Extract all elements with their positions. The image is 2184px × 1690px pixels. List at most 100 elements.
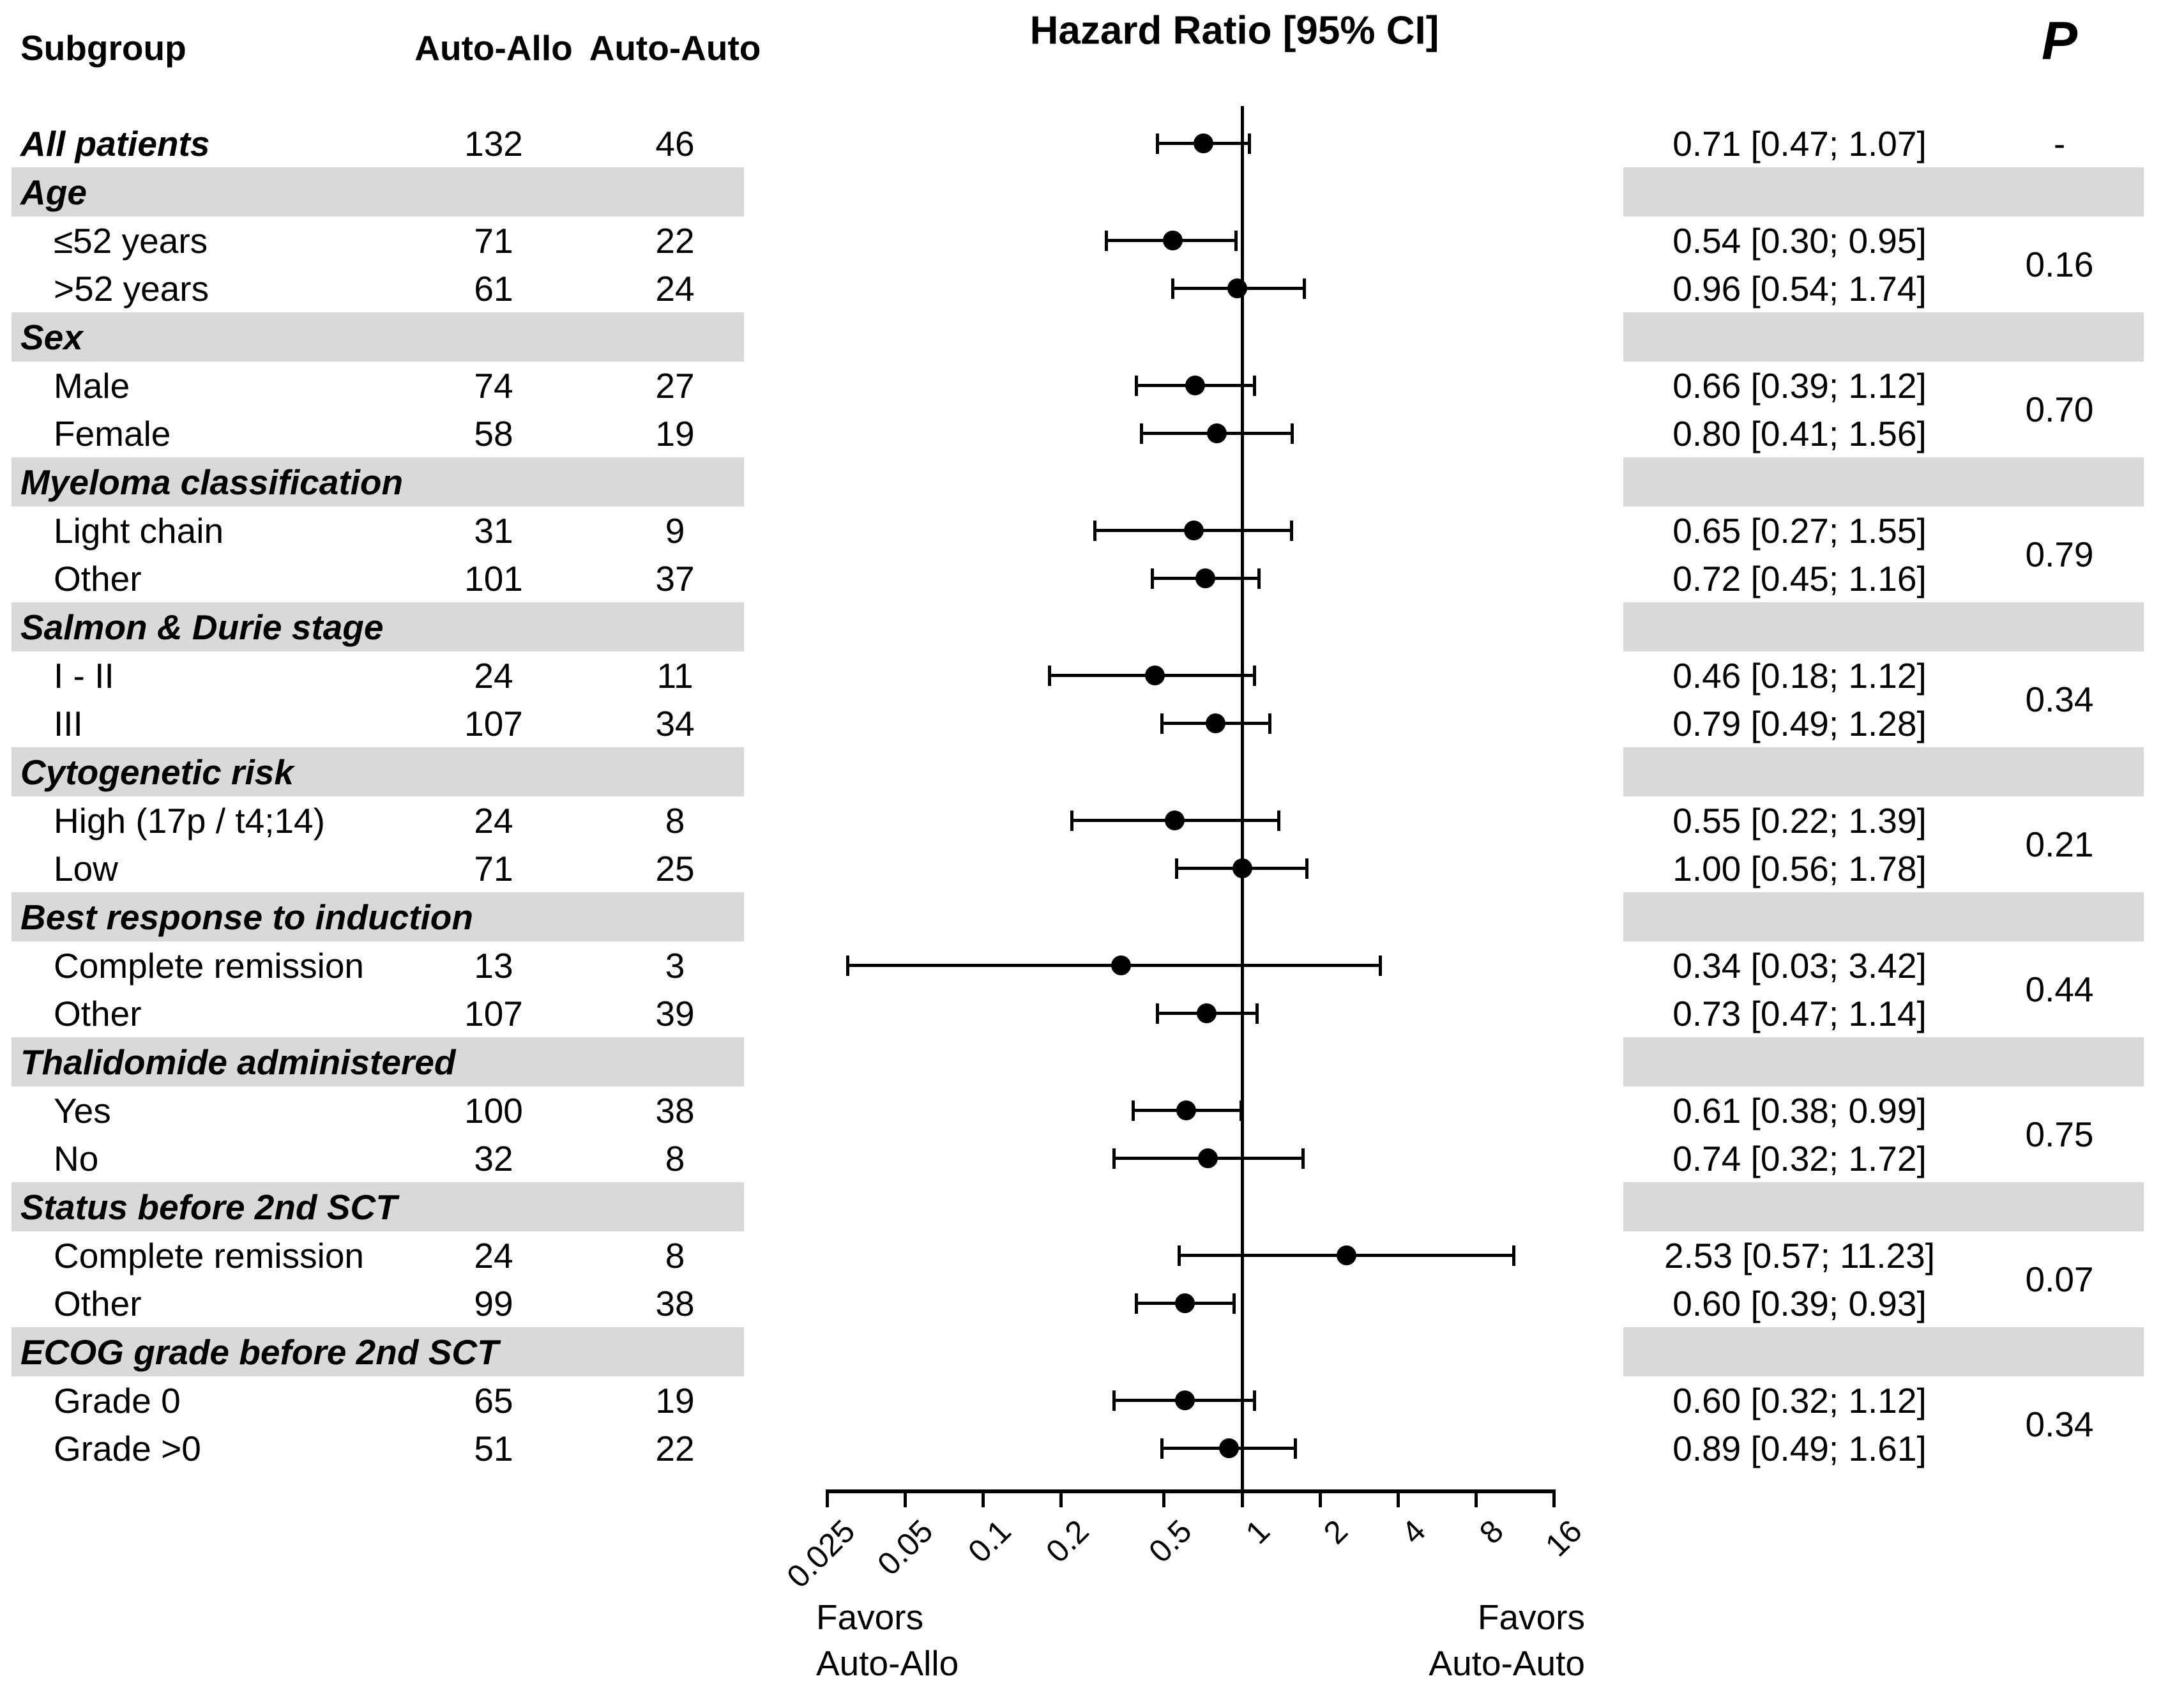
column-header-auto-allo: Auto-Allo [414,28,573,68]
hr-point [1227,278,1248,298]
hazard-ratio-axis [826,1489,1556,1493]
hr-point [1144,666,1165,685]
hr-point [1183,521,1204,540]
section-band-right [1623,602,2144,651]
ci-label: 0.80 [0.41; 1.56] [1672,413,1927,453]
ci-label: 0.79 [0.49; 1.28] [1672,703,1927,743]
auto-auto-count: 25 [655,848,695,888]
ci-label: 0.74 [0.32; 1.72] [1672,1138,1927,1178]
ci-cap-high [1248,133,1252,154]
section-band-right [1623,892,2144,941]
hr-point [1198,1148,1218,1168]
auto-auto-count: 8 [665,1138,685,1178]
section-label: Thalidomide administered [20,1042,456,1082]
hr-point [1232,858,1252,878]
section-band-left [11,1182,744,1231]
hr-point [1165,811,1185,830]
ci-label: 0.46 [0.18; 1.12] [1672,655,1927,696]
p-value: 0.07 [2025,1260,2094,1299]
hazard-axis-tick-label: 2 [1317,1512,1355,1551]
ci-cap-low [1150,568,1154,589]
auto-allo-count: 24 [474,800,513,841]
auto-allo-count: 100 [464,1090,523,1130]
favors-left-annotation: Favors Auto-Allo [816,1594,959,1686]
auto-allo-count: 24 [474,1235,513,1275]
auto-allo-count: 51 [474,1428,513,1468]
row-label: ≤52 years [54,220,208,261]
column-header-subgroup: Subgroup [20,28,186,68]
row-label: Complete remission [54,945,365,986]
row-label: Other [54,1283,142,1323]
hazard-axis-tick [1318,1493,1322,1507]
auto-allo-count: 65 [474,1380,513,1420]
ci-label: 0.65 [0.27; 1.55] [1672,510,1927,551]
section-label: Cytogenetic risk [20,752,294,792]
ci-cap-low [846,955,849,976]
ci-cap-low [1070,810,1073,831]
auto-allo-count: 58 [474,413,513,453]
hazard-axis-tick [903,1493,907,1507]
auto-auto-count: 38 [655,1090,695,1130]
section-label: Myeloma classification [20,462,404,502]
ci-cap-high [1253,375,1257,396]
auto-allo-count: 24 [474,655,513,696]
favors-right-line1: Favors [1477,1597,1585,1637]
row-label: III [54,703,83,743]
auto-allo-count: 74 [474,365,513,406]
ci-cap-high [1379,955,1383,976]
section-label: Status before 2nd SCT [20,1187,397,1227]
section-band-left [11,602,744,651]
ci-cap-high [1290,423,1294,444]
section-band-left [11,167,744,217]
section-label: ECOG grade before 2nd SCT [20,1332,499,1372]
ci-cap-high [1253,665,1257,686]
ci-cap-high [1239,1100,1243,1121]
section-band-left [11,892,744,941]
auto-auto-count: 22 [655,1428,695,1468]
row-label: Male [54,365,130,406]
hazard-axis-tick [1240,1493,1244,1507]
section-band-left [11,457,744,506]
ci-cap-low [1112,1390,1116,1411]
auto-allo-count: 101 [464,558,523,598]
section-label: Age [20,172,87,212]
ci-label: 0.96 [0.54; 1.74] [1672,268,1927,308]
reference-line-hr1 [1241,106,1244,1489]
auto-auto-count: 3 [665,945,685,986]
hr-point [1218,1438,1239,1458]
ci-cap-low [1160,1438,1164,1459]
ci-cap-low [1160,713,1164,734]
p-value: 0.44 [2025,970,2094,1009]
hr-point [1176,1100,1197,1120]
row-label: Yes [54,1090,111,1130]
p-value: 0.34 [2025,1405,2094,1444]
row-label: Complete remission [54,1235,365,1275]
ci-cap-low [1105,230,1109,251]
auto-allo-count: 107 [464,993,523,1033]
hr-point [1174,1293,1195,1313]
hazard-axis-tick-label: 0.1 [961,1512,1018,1570]
ci-cap-high [1255,1003,1259,1024]
auto-allo-count: 99 [474,1283,513,1323]
auto-allo-count: 32 [474,1138,513,1178]
section-band-left [11,747,744,796]
ci-label: 0.60 [0.39; 0.93] [1672,1283,1927,1323]
auto-allo-count: 107 [464,703,523,743]
hr-point [1195,568,1215,588]
ci-cap-high [1234,230,1238,251]
ci-cap-high [1268,713,1271,734]
auto-allo-count: 61 [474,268,513,308]
hr-point [1185,376,1206,395]
ci-cap-high [1303,278,1307,299]
hazard-axis-tick [1396,1493,1400,1507]
hazard-axis-tick-label: 0.2 [1039,1512,1096,1570]
hazard-axis-tick [1474,1493,1478,1507]
row-label: Other [54,993,142,1033]
auto-auto-count: 22 [655,220,695,261]
hazard-axis-tick-label: 8 [1473,1512,1511,1551]
section-band-right [1623,457,2144,506]
favors-left-line1: Favors [816,1597,924,1637]
ci-cap-high [1277,810,1281,831]
hr-point [1111,955,1131,975]
section-label: Best response to induction [20,897,473,937]
